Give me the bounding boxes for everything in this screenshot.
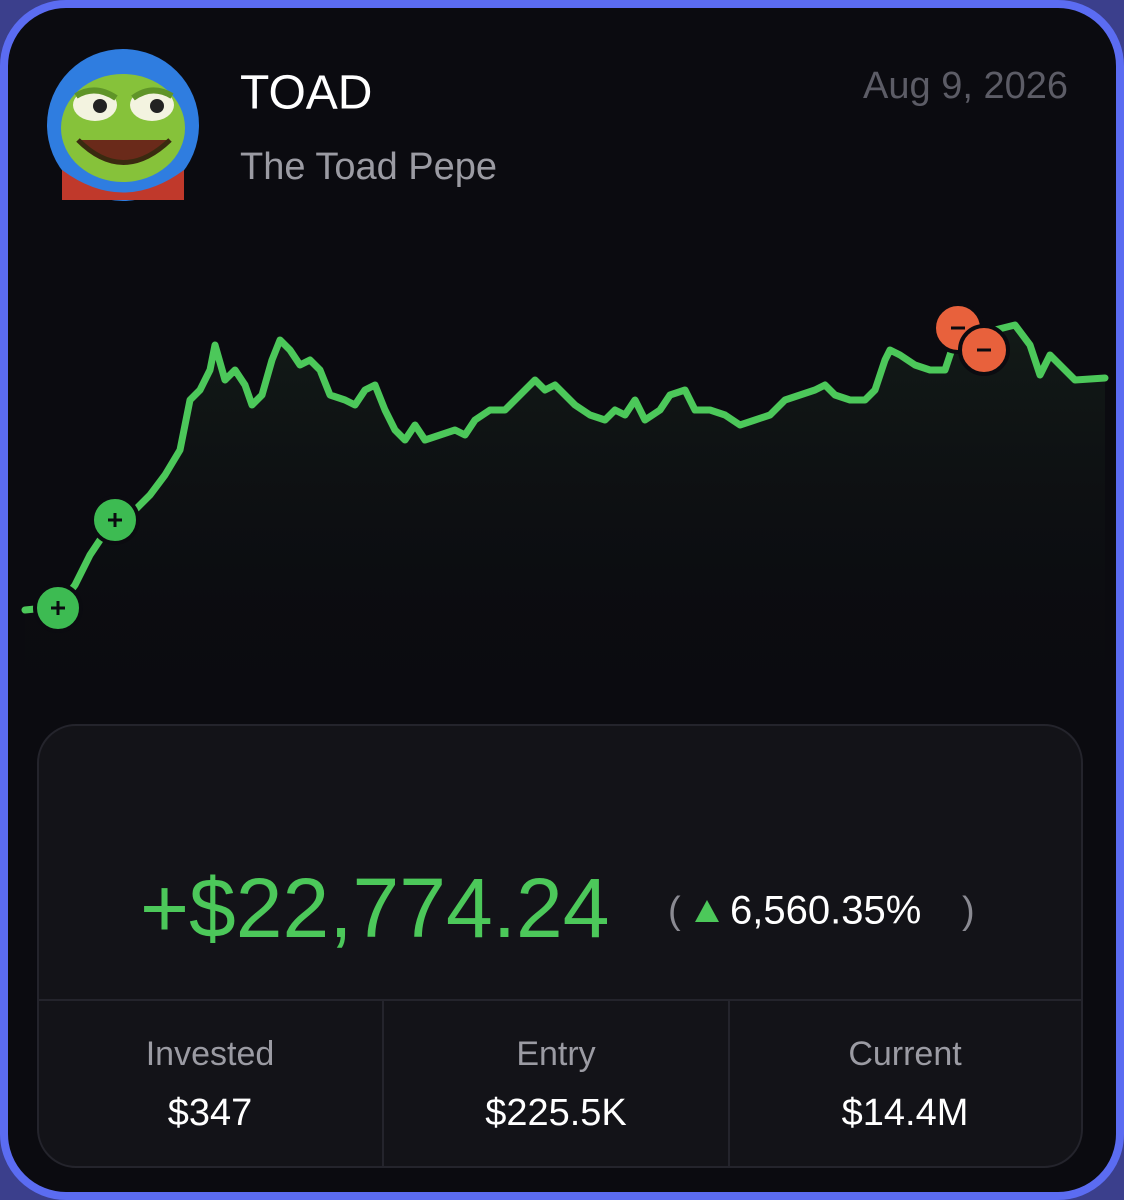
paren-open: ( bbox=[668, 890, 681, 932]
sell-marker bbox=[958, 324, 1010, 376]
date: Aug 9, 2026 bbox=[863, 65, 1068, 107]
token-name: The Toad Pepe bbox=[240, 146, 497, 188]
stat-value: $14.4M bbox=[842, 1092, 969, 1134]
stat-value: $225.5K bbox=[485, 1092, 627, 1134]
price-chart bbox=[21, 302, 1109, 720]
stat-label: Current bbox=[848, 1035, 962, 1073]
paren-close: ) bbox=[962, 890, 975, 932]
pnl-percent: 6,560.35% bbox=[730, 889, 921, 933]
pnl-amount: +$22,774.24 bbox=[140, 861, 609, 955]
avatar bbox=[47, 49, 199, 201]
stat-label: Entry bbox=[516, 1035, 595, 1073]
buy-marker bbox=[90, 495, 140, 545]
summary-card bbox=[37, 724, 1083, 1168]
up-arrow bbox=[695, 900, 719, 922]
chart-area bbox=[25, 325, 1105, 720]
stat-label: Invested bbox=[146, 1035, 275, 1073]
buy-marker bbox=[33, 583, 83, 633]
price-line bbox=[21, 321, 1109, 614]
stat-value: $347 bbox=[168, 1092, 253, 1134]
token-symbol: TOAD bbox=[240, 67, 372, 120]
